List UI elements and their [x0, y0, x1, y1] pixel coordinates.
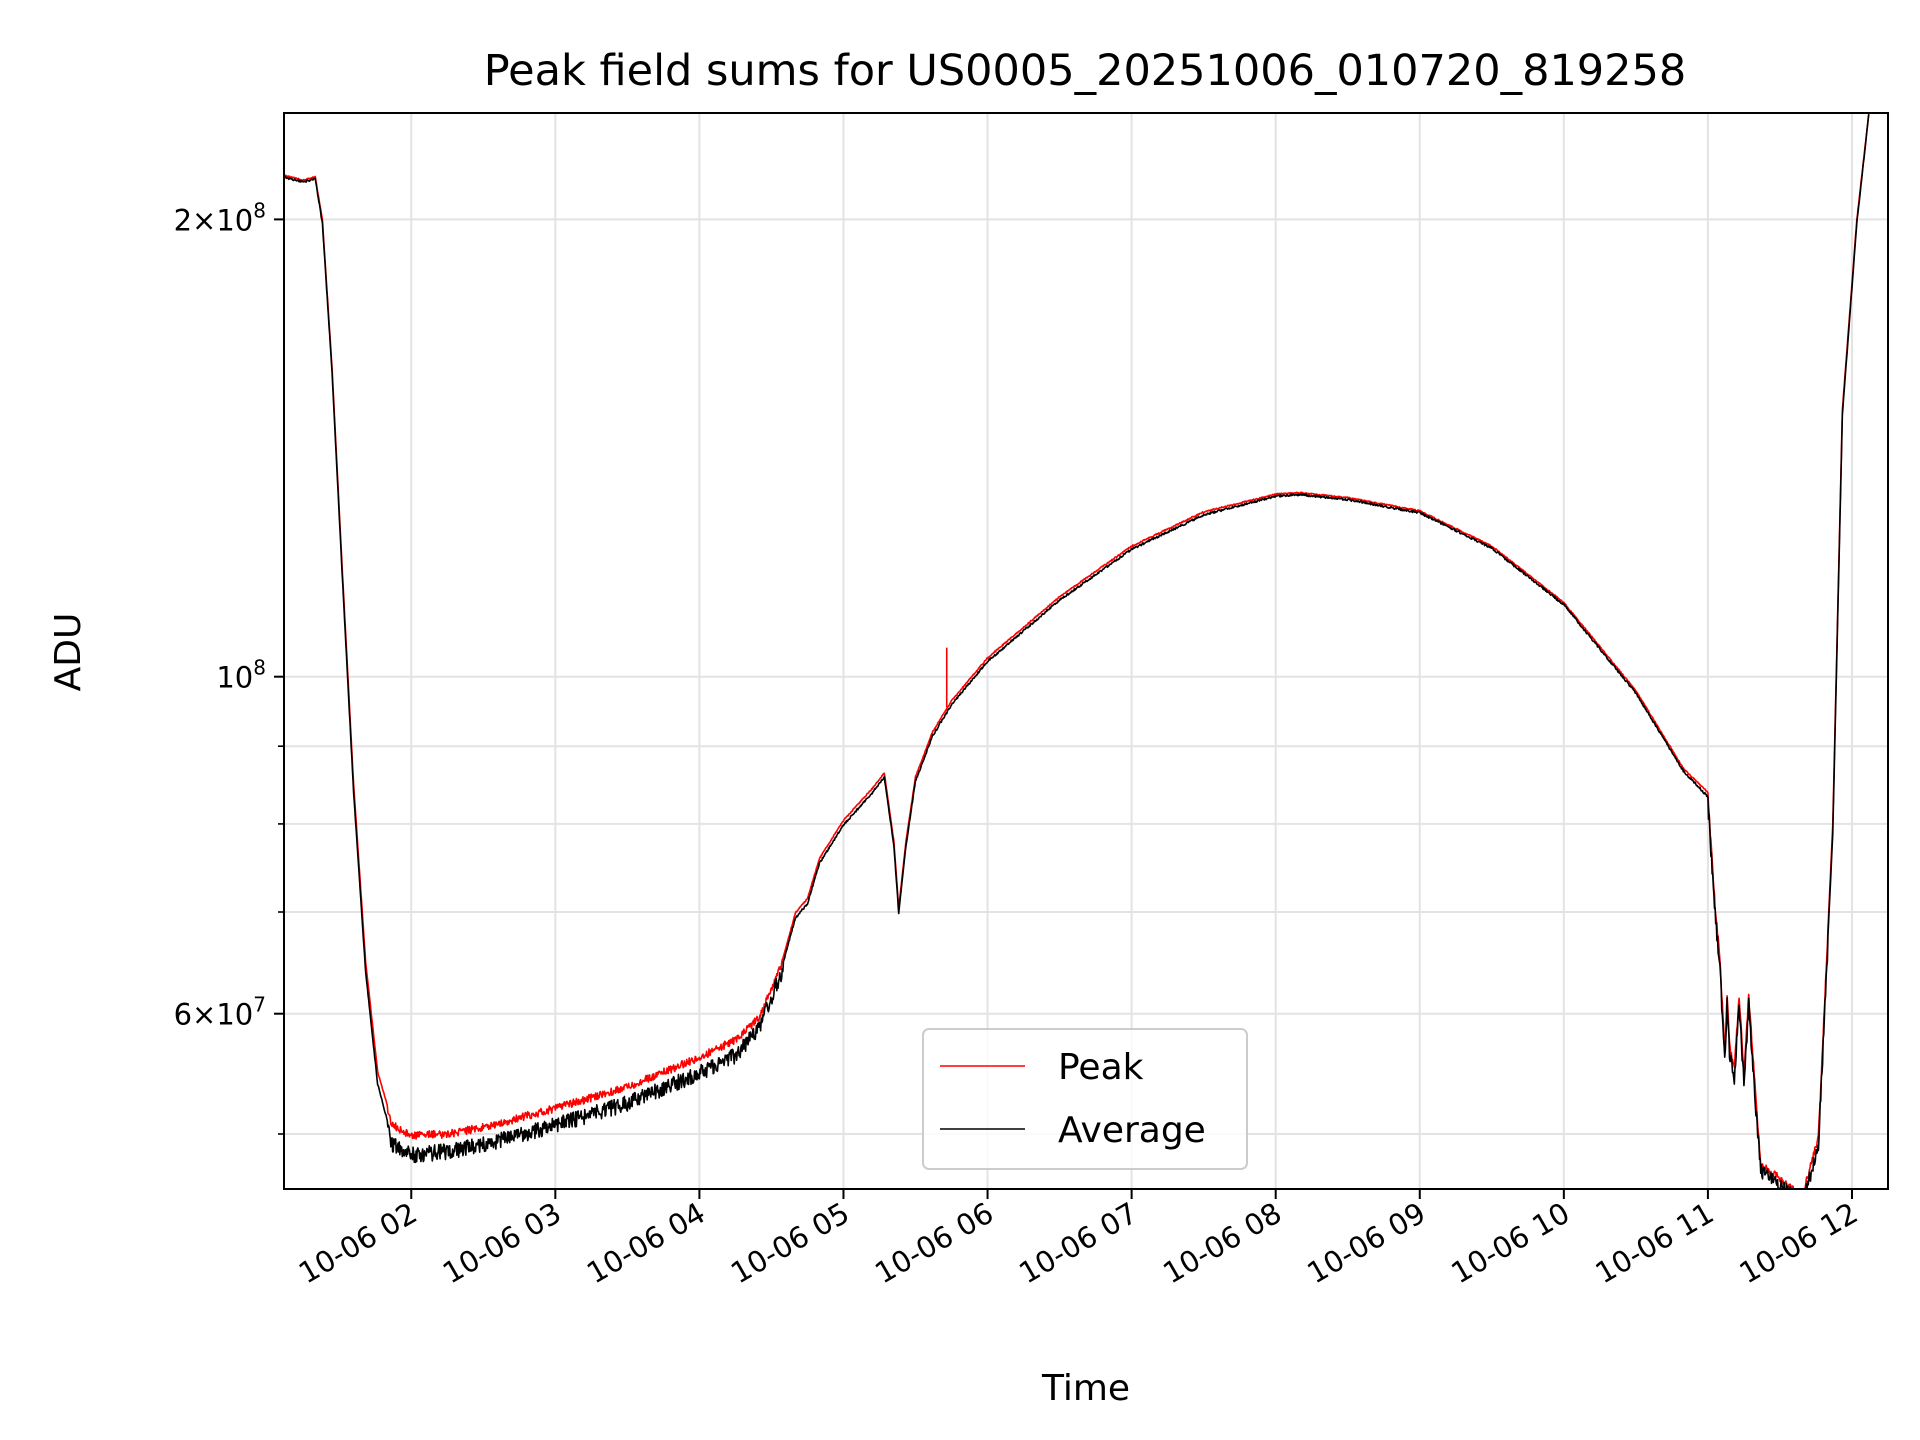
legend: Peak Average — [922, 1028, 1248, 1170]
legend-peak-label: Peak — [1058, 1047, 1144, 1088]
x-axis-label: Time — [1041, 1368, 1130, 1409]
series-line-average — [284, 114, 1870, 1189]
y-tick-label: 6×107 — [174, 993, 266, 1032]
legend-box — [922, 1028, 1248, 1170]
chart-title: Peak field sums for US0005_20251006_0107… — [484, 46, 1687, 96]
axes-frame — [283, 112, 1889, 1190]
series-line-peak — [284, 113, 1870, 1189]
plot-area — [284, 113, 1870, 1189]
y-axis: 2×108 108 6×107 — [174, 198, 284, 1135]
y-axis-label: ADU — [48, 613, 89, 692]
legend-average-label: Average — [1058, 1110, 1206, 1151]
y-tick-label: 108 — [216, 656, 266, 695]
y-tick-label: 2×108 — [174, 198, 266, 237]
grid — [284, 113, 1888, 1189]
